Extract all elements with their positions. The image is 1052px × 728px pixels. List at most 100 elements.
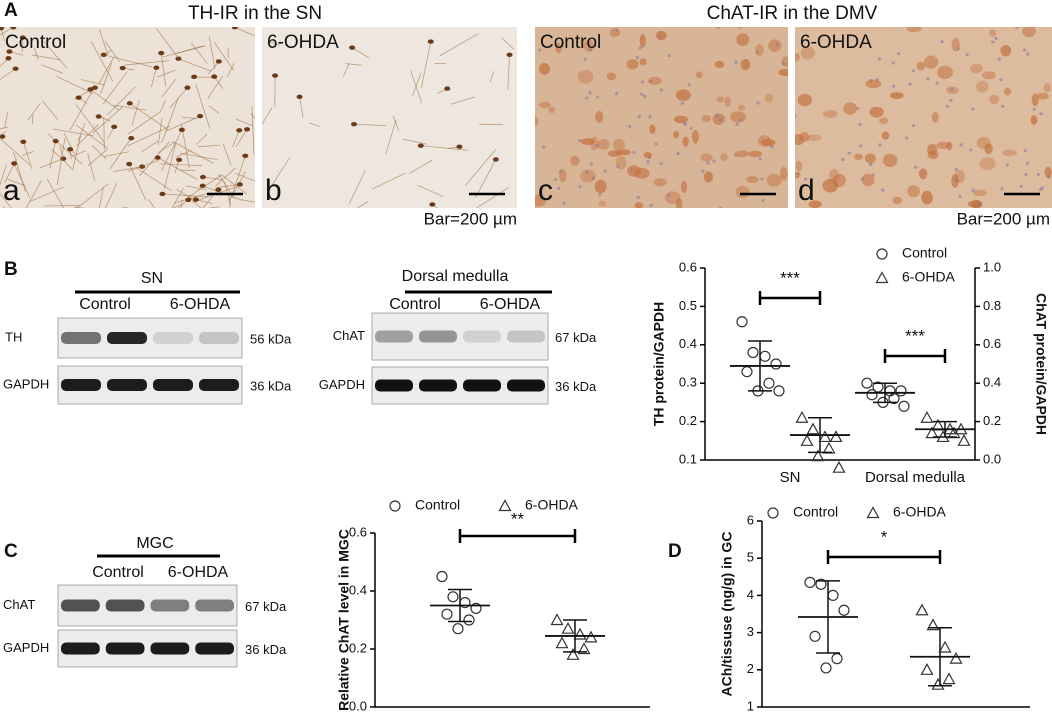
nucleus [969,148,973,152]
nucleus [554,177,558,182]
lane-label: 6-OHDA [170,296,231,313]
nucleus [997,57,1001,62]
fiber [122,206,129,208]
blot-band [107,332,147,344]
fiber [342,64,350,77]
nucleus [994,36,998,40]
fiber [101,50,112,57]
nucleus [881,188,885,192]
fiber [162,193,209,198]
nucleus [911,69,916,73]
blot-band [61,332,101,344]
error-bar [563,619,587,653]
data-point [763,377,775,389]
cell [1004,87,1011,96]
neuron [11,161,18,166]
protein-label: GAPDH [3,640,49,655]
blot-membrane [371,312,549,361]
cell [981,71,996,80]
nucleus [1000,187,1004,191]
nucleus [638,46,642,50]
data-point [822,441,836,454]
data-point [584,630,598,643]
x-tick-label: Dorsal medulla [865,469,966,486]
fiber [100,63,112,95]
legend-marker [876,248,888,260]
data-point [829,430,843,443]
blot-band [199,379,239,391]
nucleus [1001,104,1005,108]
fiber [213,42,235,71]
neuron [351,121,358,127]
nucleus [991,40,995,44]
cell [597,139,610,150]
cell [989,94,1000,105]
nucleus [603,169,607,173]
error-bar [928,627,952,687]
cell [951,173,959,188]
fiber [489,71,495,83]
cell [931,111,939,123]
y2-tick-label: 0.8 [983,298,1001,313]
cell [937,65,953,80]
cell [946,141,953,151]
nucleus [940,40,944,44]
fiber [450,96,475,105]
protein-label: ChAT [3,597,35,612]
nucleus [640,80,645,84]
panel-label: D [668,541,682,562]
cell [655,30,667,41]
cell [548,106,556,114]
y-tick-label: 0.2 [679,413,697,428]
micrograph [795,27,1052,208]
fiber [188,196,202,208]
nucleus [542,145,546,149]
data-point [747,346,759,359]
nucleus [926,77,930,81]
size-label: 36 kDa [555,379,597,394]
nucleus [585,170,589,174]
fiber [0,164,7,186]
fiber [113,104,147,111]
cell [653,178,667,187]
cell [795,160,803,172]
fiber [172,140,215,164]
nucleus [683,122,688,126]
fiber [172,204,181,208]
fiber [30,186,65,202]
fiber [49,140,57,169]
fiber [180,199,183,208]
panel-label: B [4,259,18,280]
data-point [942,672,956,685]
neuron [506,52,513,57]
fiber [213,76,224,89]
fiber [106,86,137,116]
fiber [157,69,176,78]
nucleus [649,79,653,84]
data-point [804,576,816,588]
fiber [63,133,75,155]
nucleus [558,169,563,174]
blot-tissue: Dorsal medulla [402,268,509,285]
cell [973,189,987,197]
cell [673,131,680,139]
neuron [444,86,451,91]
cell [889,92,904,99]
fiber [185,185,207,191]
nucleus [648,115,652,119]
cell [869,106,884,118]
fiber [56,138,66,186]
fiber [21,37,24,53]
fiber [69,89,94,131]
fiber [7,178,26,187]
neuron [456,144,463,149]
image-letter: d [798,174,815,207]
neuron [6,49,13,54]
cell [795,133,805,146]
fiber [218,184,240,188]
size-label: 56 kDa [250,331,292,346]
data-point [838,604,850,616]
protein-label: TH [5,329,22,344]
fiber [141,140,159,153]
cell [892,196,903,205]
